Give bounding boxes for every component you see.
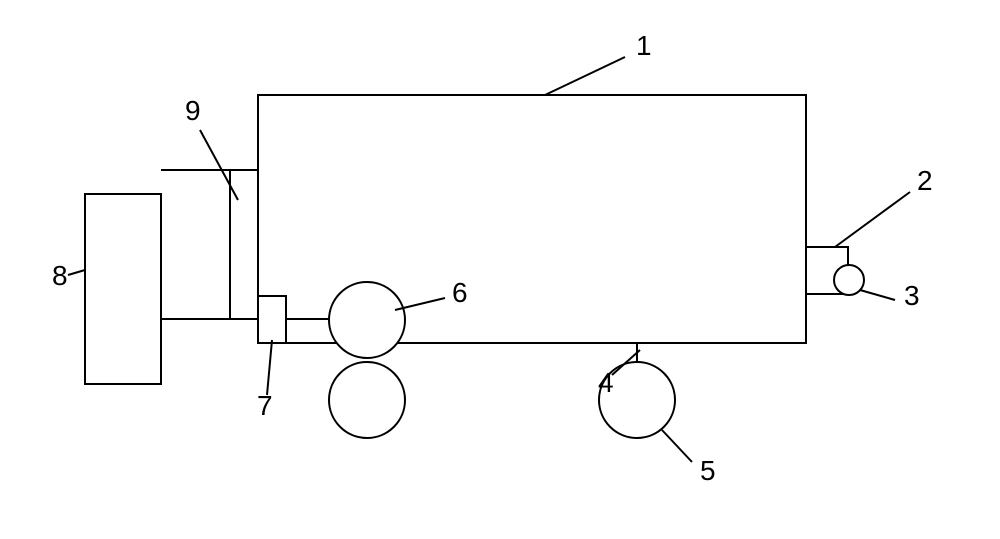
- callout-label-3: 3: [904, 280, 920, 311]
- callout-line-5: [662, 430, 692, 462]
- lower-wheel: [329, 362, 405, 438]
- callout-line-3: [860, 290, 895, 300]
- callout-label-9: 9: [185, 95, 201, 126]
- diagram-canvas: 1 2 3 4 5 6 7 8 9: [0, 0, 1000, 539]
- callout-label-2: 2: [917, 165, 933, 196]
- callout-line-9: [200, 130, 238, 200]
- callout-line-1: [545, 57, 625, 95]
- callout-line-7: [267, 340, 272, 395]
- callout-label-8: 8: [52, 260, 68, 291]
- callout-label-5: 5: [700, 455, 716, 486]
- callout-line-2: [835, 192, 910, 247]
- left-block: [85, 194, 161, 384]
- callout-line-8: [68, 270, 85, 275]
- ball-icon: [834, 265, 864, 295]
- callout-label-6: 6: [452, 277, 468, 308]
- upper-wheel: [329, 282, 405, 358]
- callout-label-4: 4: [598, 367, 614, 398]
- callout-label-7: 7: [257, 390, 273, 421]
- callout-label-1: 1: [636, 30, 652, 61]
